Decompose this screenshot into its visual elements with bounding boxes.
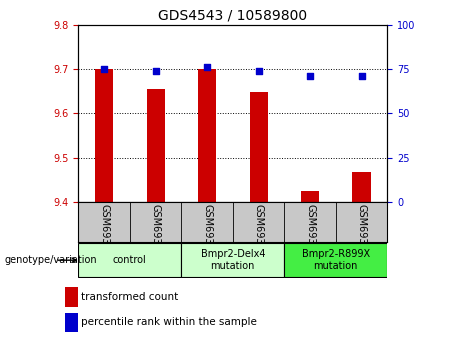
Bar: [95, 69, 113, 202]
Point: [255, 68, 262, 74]
Text: transformed count: transformed count: [81, 292, 178, 302]
Point: [152, 68, 160, 74]
Bar: [249, 92, 267, 202]
Bar: [147, 89, 165, 202]
FancyBboxPatch shape: [78, 243, 181, 277]
Bar: [353, 172, 371, 202]
Text: GSM693826: GSM693826: [151, 204, 160, 263]
Point: [358, 73, 365, 79]
Text: percentile rank within the sample: percentile rank within the sample: [81, 318, 257, 327]
Text: genotype/variation: genotype/variation: [5, 255, 97, 265]
Title: GDS4543 / 10589800: GDS4543 / 10589800: [158, 8, 307, 22]
Text: GSM693829: GSM693829: [305, 204, 315, 263]
Text: Bmpr2-Delx4
mutation: Bmpr2-Delx4 mutation: [201, 249, 265, 271]
Bar: [301, 191, 319, 202]
Text: GSM693825: GSM693825: [99, 204, 109, 263]
Text: GSM693830: GSM693830: [356, 204, 366, 263]
FancyBboxPatch shape: [284, 243, 387, 277]
Point: [306, 73, 313, 79]
Bar: [65, 287, 78, 307]
FancyBboxPatch shape: [181, 243, 284, 277]
Text: control: control: [113, 255, 147, 265]
Text: Bmpr2-R899X
mutation: Bmpr2-R899X mutation: [301, 249, 370, 271]
Text: GSM693827: GSM693827: [202, 204, 212, 263]
Point: [100, 66, 108, 72]
Bar: [198, 69, 216, 202]
Text: GSM693828: GSM693828: [254, 204, 264, 263]
Bar: [65, 313, 78, 332]
Point: [203, 64, 211, 70]
